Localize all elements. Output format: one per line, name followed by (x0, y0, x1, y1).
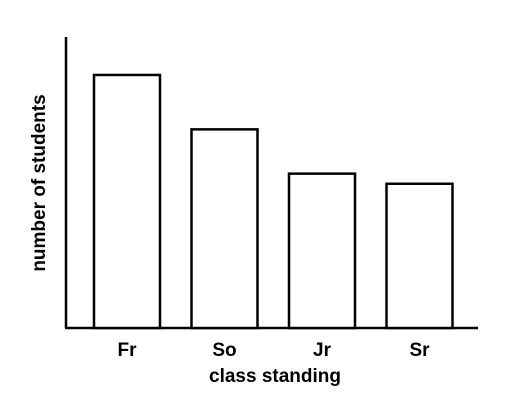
x-axis-title: class standing (209, 366, 341, 387)
x-tick-label-jr: Jr (313, 340, 332, 361)
bar-group (92, 73, 454, 330)
x-tick-label-so: So (212, 340, 236, 361)
bar-jr (287, 172, 357, 330)
x-tick-label-fr: Fr (118, 340, 138, 361)
y-axis-title: number of students (29, 94, 50, 271)
bar-fr (92, 73, 162, 330)
bar-so (190, 128, 259, 330)
x-tick-label-sr: Sr (409, 340, 430, 361)
x-tick-labels: Fr So Jr Sr (118, 340, 431, 361)
bar-sr (385, 182, 454, 330)
